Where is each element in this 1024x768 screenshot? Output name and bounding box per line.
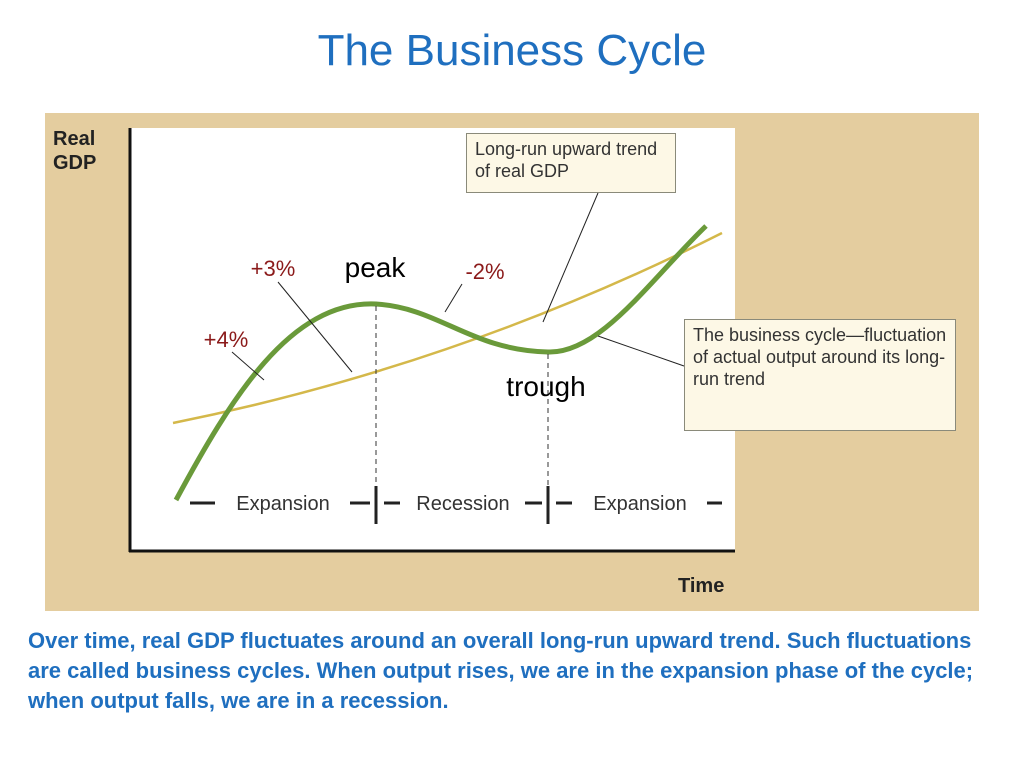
caption: Over time, real GDP fluctuates around an… bbox=[28, 628, 974, 713]
trend-callout: Long-run upward trend of real GDP bbox=[466, 133, 676, 193]
phase-label: Expansion bbox=[593, 493, 686, 515]
growth-annotation: -2% bbox=[465, 259, 504, 284]
peak-label: peak bbox=[345, 252, 407, 283]
growth-annotation: +3% bbox=[251, 256, 296, 281]
growth-annotation: +4% bbox=[204, 327, 249, 352]
plot-area bbox=[130, 128, 735, 552]
leader-lines bbox=[231, 192, 685, 381]
trough-label: trough bbox=[506, 371, 585, 402]
phase-markers bbox=[190, 486, 722, 524]
trend-line bbox=[172, 231, 723, 425]
phase-label: Expansion bbox=[236, 493, 329, 515]
x-axis-label: Time bbox=[678, 575, 725, 597]
phase-label: Recession bbox=[416, 493, 509, 515]
gdp-curve bbox=[173, 224, 708, 502]
cycle-callout: The business cycle—fluctuation of actual… bbox=[684, 319, 956, 431]
slide-title: The Business Cycle bbox=[317, 26, 707, 75]
y-axis-label: Real GDP bbox=[53, 128, 97, 174]
